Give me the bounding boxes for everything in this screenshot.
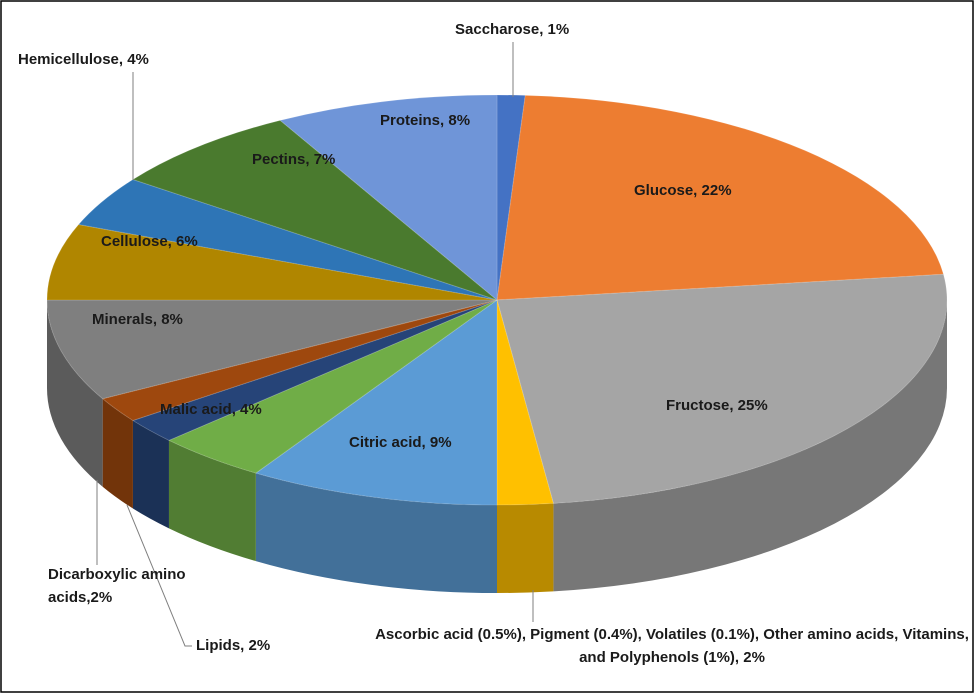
pie-sides (47, 300, 947, 593)
pie-side (553, 300, 947, 592)
data-label: Hemicellulose, 4% (18, 51, 149, 68)
pie-slice (46, 299, 498, 400)
pie-slice (101, 299, 498, 422)
pie-slice (496, 94, 526, 301)
data-label: Proteins, 8% (380, 112, 471, 129)
pie-slice (167, 299, 498, 474)
pie-slice (46, 223, 498, 301)
data-label: Pectins, 7% (252, 151, 336, 168)
pie-tops (46, 94, 948, 506)
pie-slice (254, 299, 498, 506)
pie-slice (496, 299, 555, 506)
leader-line (126, 504, 192, 647)
pie-slice (496, 94, 945, 301)
data-label: Cellulose, 6% (101, 233, 198, 250)
data-label: Ascorbic acid (0.5%), Pigment (0.4%), Vo… (375, 626, 969, 666)
pie-side (497, 503, 554, 593)
pie-slice (496, 273, 948, 504)
data-label: Fructose, 25% (666, 397, 768, 414)
data-label: Lipids, 2% (196, 637, 271, 654)
data-label: Malic acid, 4% (160, 401, 262, 418)
pie-side (47, 300, 103, 487)
pie-slice (279, 94, 498, 302)
pie-side (168, 440, 256, 562)
pie-side (102, 398, 133, 509)
data-label: Citric acid, 9% (349, 434, 452, 451)
pie-side (255, 473, 497, 593)
data-label: Glucose, 22% (634, 182, 732, 199)
data-label: Dicarboxylic amino acids,2% (48, 566, 186, 606)
pie-slice (131, 299, 498, 441)
leader-lines (96, 42, 534, 647)
data-label: Minerals, 8% (92, 311, 183, 328)
pie-slice (131, 119, 498, 301)
pie-side (132, 420, 169, 529)
data-label: Saccharose, 1% (455, 21, 570, 38)
